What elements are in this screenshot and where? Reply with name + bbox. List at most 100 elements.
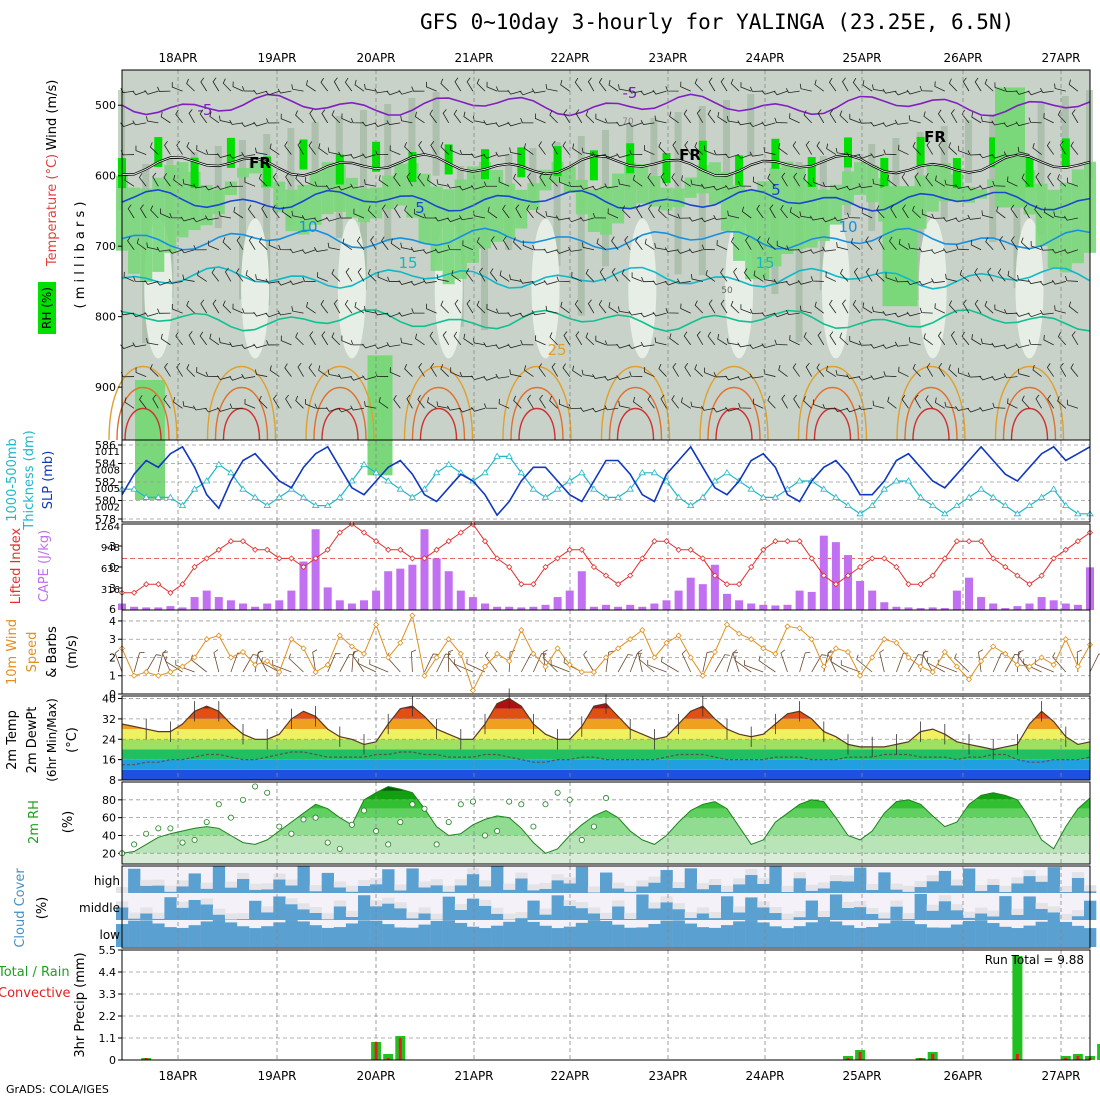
rh-marker <box>143 830 150 837</box>
cloud-cell <box>660 869 673 893</box>
wind-barb <box>156 246 171 252</box>
wind-barb <box>333 77 341 92</box>
rh-marker <box>336 845 343 852</box>
cloud-cell <box>188 873 201 893</box>
wind-barb <box>737 120 752 126</box>
cloud-cell <box>878 918 891 920</box>
rh-bright-cell <box>263 156 272 187</box>
wind-barb <box>486 303 498 314</box>
cloud-cell <box>237 919 250 920</box>
wind-barb <box>502 236 510 250</box>
wind-barb <box>357 658 377 673</box>
thickness-marker <box>432 469 441 476</box>
cloud-cell <box>273 896 286 920</box>
wind-speed-marker <box>1074 663 1081 670</box>
wind-barb <box>563 331 571 346</box>
cloud-cell <box>503 913 516 920</box>
wind-barb <box>713 407 728 413</box>
wind-barb <box>672 140 679 155</box>
wind-barb <box>749 122 764 128</box>
wind-barb <box>961 109 970 124</box>
cloud-cell <box>249 928 262 947</box>
top-date-label: 27APR <box>1041 51 1080 65</box>
lifted-index-marker <box>760 546 767 553</box>
wind-barb <box>725 406 740 412</box>
rh-green-cell <box>995 87 1025 208</box>
wind-barb <box>644 238 655 251</box>
wind-barb <box>906 280 921 286</box>
cloud-cell <box>1059 913 1073 920</box>
wind-barb <box>1015 343 1030 349</box>
wind-speed-marker <box>542 663 549 670</box>
thickness-marker <box>239 485 247 492</box>
cloud-cell <box>975 920 988 947</box>
cloud-cell <box>418 881 431 888</box>
cloud-cell <box>757 901 770 908</box>
thickness-marker <box>590 485 598 492</box>
wind-barb <box>882 310 897 316</box>
pressure-axis-label: ( m i l l i b a r s ) <box>73 202 88 309</box>
cloud-cell <box>890 900 903 907</box>
lifted-index-marker <box>941 555 948 562</box>
temperature-tick: 40 <box>102 693 116 706</box>
cloud-cell <box>708 884 722 893</box>
cloud-cell <box>551 928 564 947</box>
rh-green-cell <box>479 161 491 249</box>
wind-barb <box>568 246 582 252</box>
wind-barb <box>417 395 425 409</box>
wind-barb <box>731 237 740 250</box>
cloud-cell <box>309 891 322 893</box>
bottom-date-label: 26APR <box>943 1069 982 1083</box>
cape-bar <box>226 600 235 610</box>
thickness-marker <box>1062 501 1070 508</box>
chart-title: GFS 0~10day 3-hourly for YALINGA (23.25E… <box>420 10 1015 34</box>
cloud-cell <box>418 887 431 893</box>
wind-barb <box>898 144 909 155</box>
wind-barb <box>680 303 691 314</box>
wind-barb <box>665 86 679 92</box>
wind-barb <box>352 651 365 673</box>
rh-green-cell <box>708 162 721 205</box>
wind-barb <box>677 278 691 284</box>
wind-barb <box>173 396 183 409</box>
temp-color-band <box>122 739 1090 750</box>
wind-barb <box>858 118 873 124</box>
wind-barb <box>727 210 740 219</box>
wind-barb <box>587 299 595 314</box>
wind-barb <box>683 331 692 346</box>
wind-barb <box>218 115 231 124</box>
rh-green-cell <box>817 189 830 242</box>
rh-green-cell <box>321 162 334 215</box>
wind-barb <box>463 333 474 346</box>
wind-barb <box>1015 121 1030 127</box>
wind-barb <box>159 208 171 219</box>
cloud-level-label: low <box>100 928 121 942</box>
wind-barb <box>320 77 329 92</box>
wind-barb <box>778 143 788 155</box>
wind-barb <box>305 176 316 187</box>
cloud-cell <box>285 879 298 886</box>
rh-green-cell <box>1035 183 1048 247</box>
wind-barb <box>937 659 958 673</box>
wind-barb <box>616 343 631 349</box>
wind-barb <box>164 362 171 377</box>
wind-speed-marker <box>881 636 888 643</box>
wind-barb <box>350 117 365 124</box>
thickness-marker <box>674 493 683 500</box>
contour-label: FR <box>249 154 271 172</box>
wind-barb <box>498 398 510 409</box>
wind-barb <box>471 185 486 190</box>
wind-barb <box>241 122 256 127</box>
wind-barb <box>248 236 256 250</box>
thickness-marker <box>928 501 937 508</box>
wind-barb <box>169 212 183 219</box>
cloud-cell <box>938 901 952 920</box>
rh-color-band <box>122 808 1090 818</box>
cloud-cell <box>1059 885 1073 892</box>
cloud-cell <box>672 920 685 947</box>
wind-barb <box>212 77 220 92</box>
wind-barb <box>176 362 183 377</box>
cloud-level-label: high <box>94 874 120 888</box>
cloud-cell <box>454 922 468 947</box>
wind-barb <box>496 86 510 92</box>
